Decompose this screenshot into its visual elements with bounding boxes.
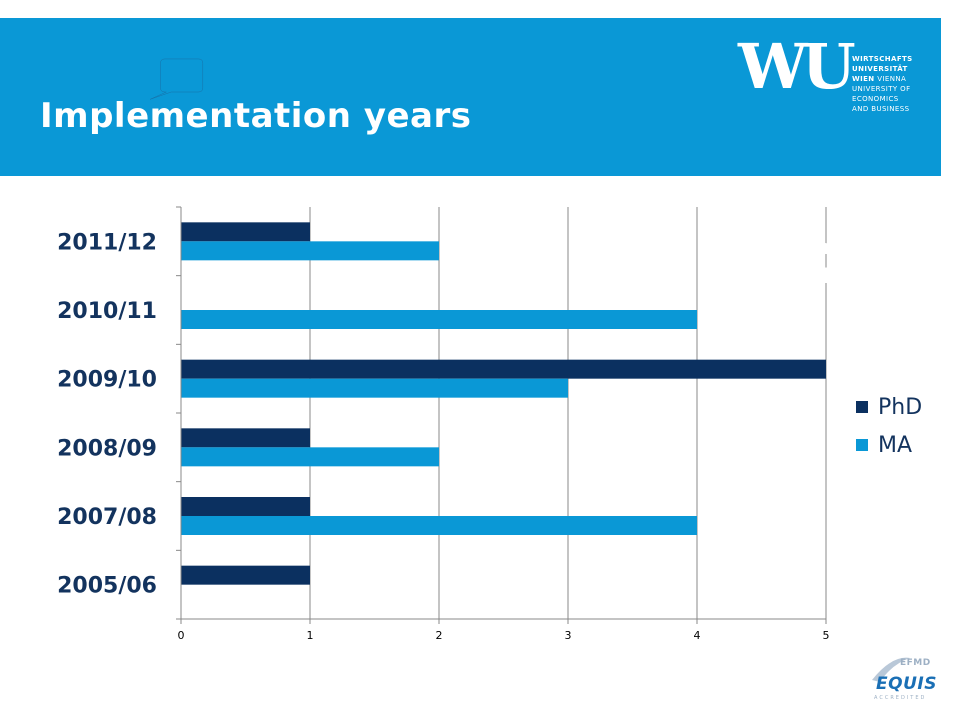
bar-phd — [181, 565, 310, 585]
legend-item-ma: MA — [856, 426, 922, 464]
x-tick-label: 0 — [178, 629, 185, 642]
legend-item-phd: PhD — [856, 388, 922, 426]
equis-efmd-text: EFMD — [900, 658, 931, 668]
callout-bubble — [150, 58, 203, 100]
bar-phd — [181, 359, 826, 379]
legend-swatch — [856, 439, 868, 451]
category-label: 2008/09 — [57, 436, 157, 461]
bar-phd — [181, 428, 310, 448]
callout-shape — [150, 58, 203, 100]
equis-swoosh-icon — [872, 657, 910, 682]
category-label: 2007/08 — [57, 505, 157, 530]
bar-phd — [181, 222, 310, 242]
logo-line: WIEN — [852, 75, 875, 83]
x-tick-label: 1 — [307, 629, 314, 642]
wu-logo-text: WIRTSCHAFTS UNIVERSITÄT WIEN VIENNA UNIV… — [852, 54, 913, 114]
x-tick-label: 5 — [823, 629, 830, 642]
category-label: 2011/12 — [57, 230, 157, 255]
legend-label: MA — [878, 432, 913, 458]
x-tick-label: 4 — [694, 629, 701, 642]
category-label: 2005/06 — [57, 574, 157, 599]
equis-sub-text: ACCREDITED — [874, 695, 927, 701]
x-tick-label: 3 — [565, 629, 572, 642]
bar-ma — [181, 241, 439, 261]
bar-ma — [181, 378, 568, 398]
chart-legend: PhD MA — [856, 388, 922, 464]
callout-text: 2010: official launch of EHEA — [762, 206, 867, 317]
bar-phd — [181, 497, 310, 516]
category-label: 2009/10 — [57, 368, 157, 393]
equis-logo: EFMD EQUIS ACCREDITED — [862, 650, 948, 710]
logo-line: UNIVERSITY OF — [852, 85, 911, 93]
bar-ma — [181, 447, 439, 467]
equis-main-text: EQUIS — [876, 674, 937, 694]
wu-logo-mark: WU — [738, 30, 856, 103]
bar-ma — [181, 516, 697, 535]
wu-logo: WU WIRTSCHAFTS UNIVERSITÄT WIEN VIENNA U… — [738, 36, 938, 142]
logo-line: UNIVERSITÄT — [852, 65, 908, 73]
logo-line: ECONOMICS — [852, 95, 899, 103]
logo-line: VIENNA — [877, 75, 907, 83]
legend-label: PhD — [878, 394, 923, 420]
x-tick-label: 2 — [436, 629, 443, 642]
logo-line: AND BUSINESS — [852, 105, 910, 113]
bar-ma — [181, 310, 697, 329]
category-label: 2010/11 — [57, 299, 157, 324]
logo-line: WIRTSCHAFTS — [852, 55, 913, 63]
page-title: Implementation years — [40, 96, 472, 136]
legend-swatch — [856, 401, 868, 413]
